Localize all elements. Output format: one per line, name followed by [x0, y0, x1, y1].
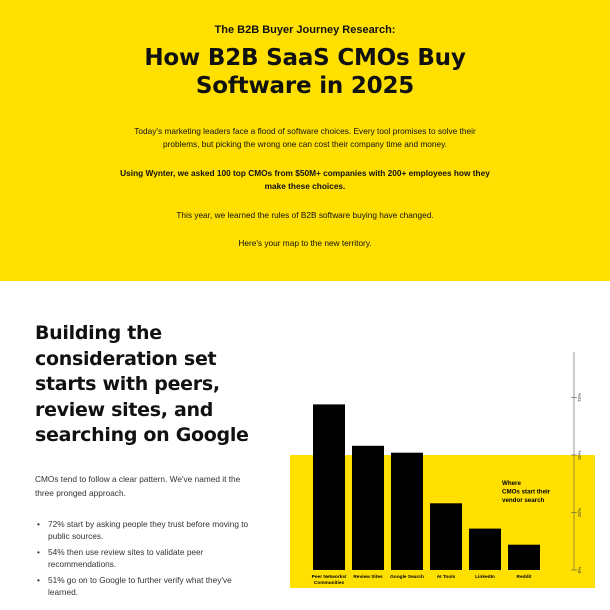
section-title-line: review sites, and [35, 398, 213, 421]
chart-annotation: vendor search [502, 497, 545, 504]
list-item-text: recommendations. [48, 558, 117, 569]
hero-paragraph: Today's marketing leaders face a flood o… [95, 125, 515, 151]
hero-text-line: Today's marketing leaders face a flood o… [134, 126, 476, 136]
y-tick-label: 0% [577, 567, 582, 574]
intro-line: CMOs tend to follow a clear pattern. We'… [35, 474, 241, 484]
list-item: • 54% then use review sites to validate … [35, 547, 280, 570]
section-title-line: Building the [35, 322, 162, 344]
bullet-icon: • [37, 575, 40, 585]
bullet-icon: • [37, 519, 40, 529]
x-tick-label: Peer Networks/Communities [312, 574, 347, 586]
y-tick-label: 25% [577, 508, 582, 517]
chart-annotation: Where [502, 480, 521, 487]
bar [313, 404, 345, 570]
list-item-text: 72% start by asking people they trust be… [48, 519, 249, 529]
section-title: Building the consideration set starts wi… [35, 321, 285, 449]
list-item-text: learned. [48, 586, 78, 597]
hero-paragraph: Here's your map to the new territory. [238, 238, 372, 248]
x-tick-label: AI Tools [437, 574, 456, 580]
list-item: • 72% start by asking people they trust … [35, 519, 280, 542]
section-title-line: consideration set [35, 347, 217, 370]
x-tick-label: Review Sites [353, 574, 383, 580]
stats-list: • 72% start by asking people they trust … [35, 519, 280, 603]
hero-text-line: make these choices. [264, 181, 346, 191]
section-title-line: searching on Google [35, 424, 249, 446]
bullet-icon: • [37, 547, 40, 557]
bar [508, 544, 540, 570]
hero-text-line: Using Wynter, we asked 100 top CMOs from… [120, 168, 490, 178]
hero-paragraph-bold: Using Wynter, we asked 100 top CMOs from… [95, 167, 515, 193]
bar [352, 445, 384, 570]
list-item: • 51% go on to Google to further verify … [35, 575, 280, 598]
bar [469, 528, 501, 570]
hero-paragraph: This year, we learned the rules of B2B s… [176, 210, 434, 220]
hero-kicker: The B2B Buyer Journey Research: [214, 24, 396, 36]
list-item-text: public sources. [48, 530, 104, 541]
intro-line: three pronged approach. [35, 488, 126, 498]
y-tick-label: 75% [577, 393, 582, 402]
hero-title-line: How B2B SaaS CMOs Buy [144, 45, 466, 71]
hero-text-line: problems, but picking the wrong one can … [163, 139, 447, 149]
bar-chart: 75% 50% 25% 0% Peer Networks/Communities Revi… [290, 352, 595, 588]
bar [430, 503, 462, 570]
vendor-search-chart: 75% 50% 25% 0% Peer Networks/Communities Revi… [290, 345, 610, 600]
list-item-text: 54% then use review sites to validate pe… [48, 547, 204, 557]
bar [391, 452, 423, 570]
hero-banner: The B2B Buyer Journey Research: How B2B … [0, 0, 610, 281]
list-item-text: 51% go on to Google to further verify wh… [48, 575, 232, 585]
x-tick-label: LinkedIn [475, 574, 495, 580]
x-tick-label: Reddit [517, 574, 532, 580]
y-tick-label: 50% [577, 450, 582, 459]
x-tick-label: Google Search [390, 574, 424, 580]
hero-title: How B2B SaaS CMOs Buy Software in 2025 [0, 44, 610, 100]
section-intro: CMOs tend to follow a clear pattern. We'… [35, 472, 275, 500]
section-title-line: starts with peers, [35, 373, 220, 395]
hero-title-line: Software in 2025 [195, 73, 415, 99]
chart-annotation: CMOs start their [502, 489, 551, 496]
